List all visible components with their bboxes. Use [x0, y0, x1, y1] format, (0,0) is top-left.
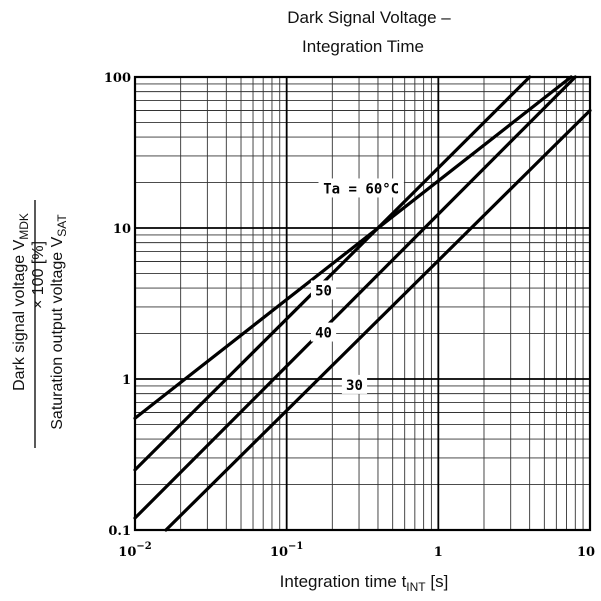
series-label-1: 50 [315, 283, 332, 299]
series-label-bg-1 [310, 280, 337, 300]
series-line-2 [133, 75, 577, 520]
series-line-0 [133, 75, 573, 420]
y-axis-label-denominator-sub: SAT [55, 214, 69, 237]
y-tick-label: 10 [113, 222, 131, 237]
x-tick-label: 10−2 [118, 541, 151, 560]
y-axis-label-numerator-sub: MDK [17, 213, 31, 240]
series-line-1 [133, 75, 532, 472]
x-tick-label: 1 [434, 545, 443, 560]
y-axis-label: Dark signal voltage VMDK × 100 [%] Satur… [11, 200, 69, 448]
chart-title-line-2: Integration Time [302, 37, 424, 56]
series-label-bg-0 [318, 178, 404, 198]
series-label-3: 30 [346, 378, 363, 394]
y-axis-label-numerator: Dark signal voltage VMDK [11, 213, 31, 391]
y-axis-label-denominator-main: Saturation output voltage V [49, 236, 66, 429]
y-tick-label: 100 [104, 71, 131, 86]
series-lines [133, 75, 592, 532]
plot-frame [133, 75, 592, 532]
series-line-3 [164, 108, 592, 532]
x-tick-label: 10−1 [270, 541, 303, 560]
y-axis-label-denominator: Saturation output voltage VSAT [49, 214, 69, 430]
chart-title-line-1: Dark Signal Voltage – [287, 8, 451, 27]
series-label-2: 40 [315, 326, 332, 342]
y-tick-label: 1 [122, 373, 131, 388]
x-axis-label: Integration time tINT [s] [280, 572, 449, 594]
grid [134, 76, 591, 531]
series-label-bg-3 [341, 374, 368, 394]
series-label-bg-2 [310, 322, 337, 342]
tick-labels: 0.1 1 10 100 10−2 10−1 1 10 [104, 71, 595, 560]
y-axis-label-multiplier: × 100 [%] [30, 241, 47, 309]
x-axis-label-sub: INT [406, 580, 426, 594]
x-axis-label-main: Integration time t [280, 572, 407, 591]
series-label-0: Ta = 60°C [323, 181, 399, 197]
x-tick-label: 10 [577, 545, 595, 560]
y-tick-label: 0.1 [108, 524, 131, 539]
y-axis-label-numerator-main: Dark signal voltage V [11, 239, 28, 391]
x-axis-label-unit: [s] [426, 572, 449, 591]
series-labels: Ta = 60°C 50 40 30 [310, 178, 404, 394]
